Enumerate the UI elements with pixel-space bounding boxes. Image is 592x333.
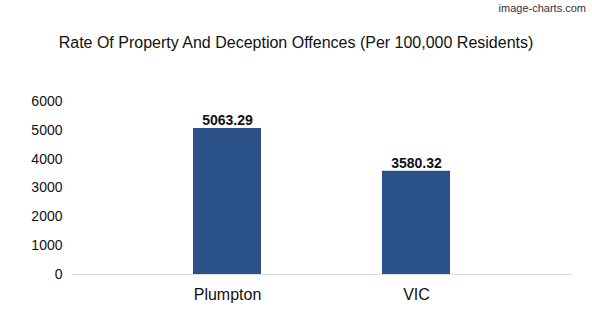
- svg-text:Plumpton: Plumpton: [194, 286, 262, 303]
- svg-text:1000: 1000: [31, 237, 62, 253]
- svg-text:0: 0: [55, 266, 63, 282]
- svg-text:5063.29: 5063.29: [202, 112, 253, 128]
- svg-text:5000: 5000: [31, 122, 62, 138]
- svg-text:4000: 4000: [31, 151, 62, 167]
- html-text:image-charts.com: image-charts.com: [498, 2, 586, 14]
- svg-text:2000: 2000: [31, 208, 62, 224]
- svg-text:VIC: VIC: [403, 286, 430, 303]
- svg-text:3000: 3000: [31, 179, 62, 195]
- svg-text:3580.32: 3580.32: [391, 155, 442, 171]
- svg-text:6000: 6000: [31, 93, 62, 109]
- html-text:Rate Of Property And Deception: Rate Of Property And Deception Offences …: [58, 34, 534, 51]
